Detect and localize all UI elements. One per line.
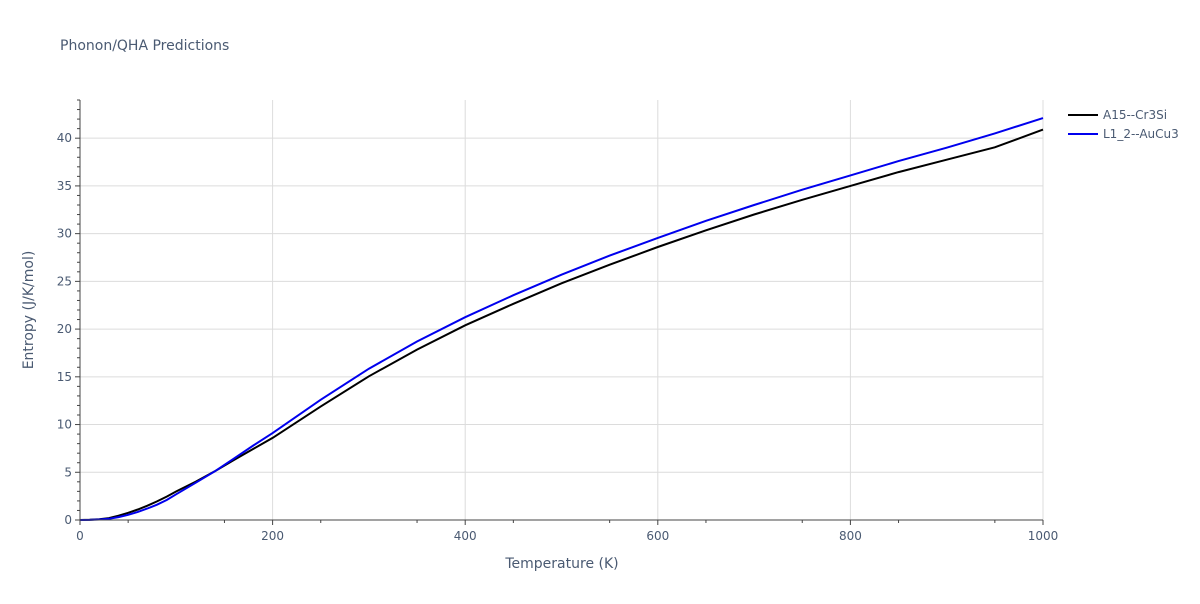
y-tick-label: 10 [57,418,72,432]
series-line-2 [79,117,1044,521]
legend-item[interactable]: A15--Cr3Si [1068,108,1167,122]
x-axis-title: Temperature (K) [504,556,618,572]
series-layer [79,117,1044,521]
y-tick-label: 30 [57,227,72,241]
y-tick-label: 0 [64,513,72,527]
x-tick-label: 200 [261,529,284,543]
legend-label: A15--Cr3Si [1103,108,1167,122]
y-axis-title: Entropy (J/K/mol) [21,251,37,370]
x-tick-label: 0 [76,529,84,543]
legend-item[interactable]: L1_2--AuCu3 [1068,127,1179,141]
chart-title: Phonon/QHA Predictions [60,38,229,54]
x-tick-label: 1000 [1028,529,1059,543]
x-tick-label: 800 [839,529,862,543]
y-tick-label: 25 [57,274,72,288]
axes: 0 200 400 600 800 1000 0 5 10 15 20 25 30 35 40 [57,99,1059,543]
y-tick-label: 20 [57,322,72,336]
series-line-1 [79,128,1044,521]
legend-label: L1_2--AuCu3 [1103,127,1179,141]
legend[interactable]: A15--Cr3Si L1_2--AuCu3 [1068,108,1179,141]
grid [80,100,1044,520]
y-tick-label: 35 [57,179,72,193]
y-tick-label: 5 [64,465,72,479]
x-tick-label: 400 [454,529,477,543]
y-tick-label: 15 [57,370,72,384]
y-tick-label: 40 [57,131,72,145]
x-tick-label: 600 [646,529,669,543]
